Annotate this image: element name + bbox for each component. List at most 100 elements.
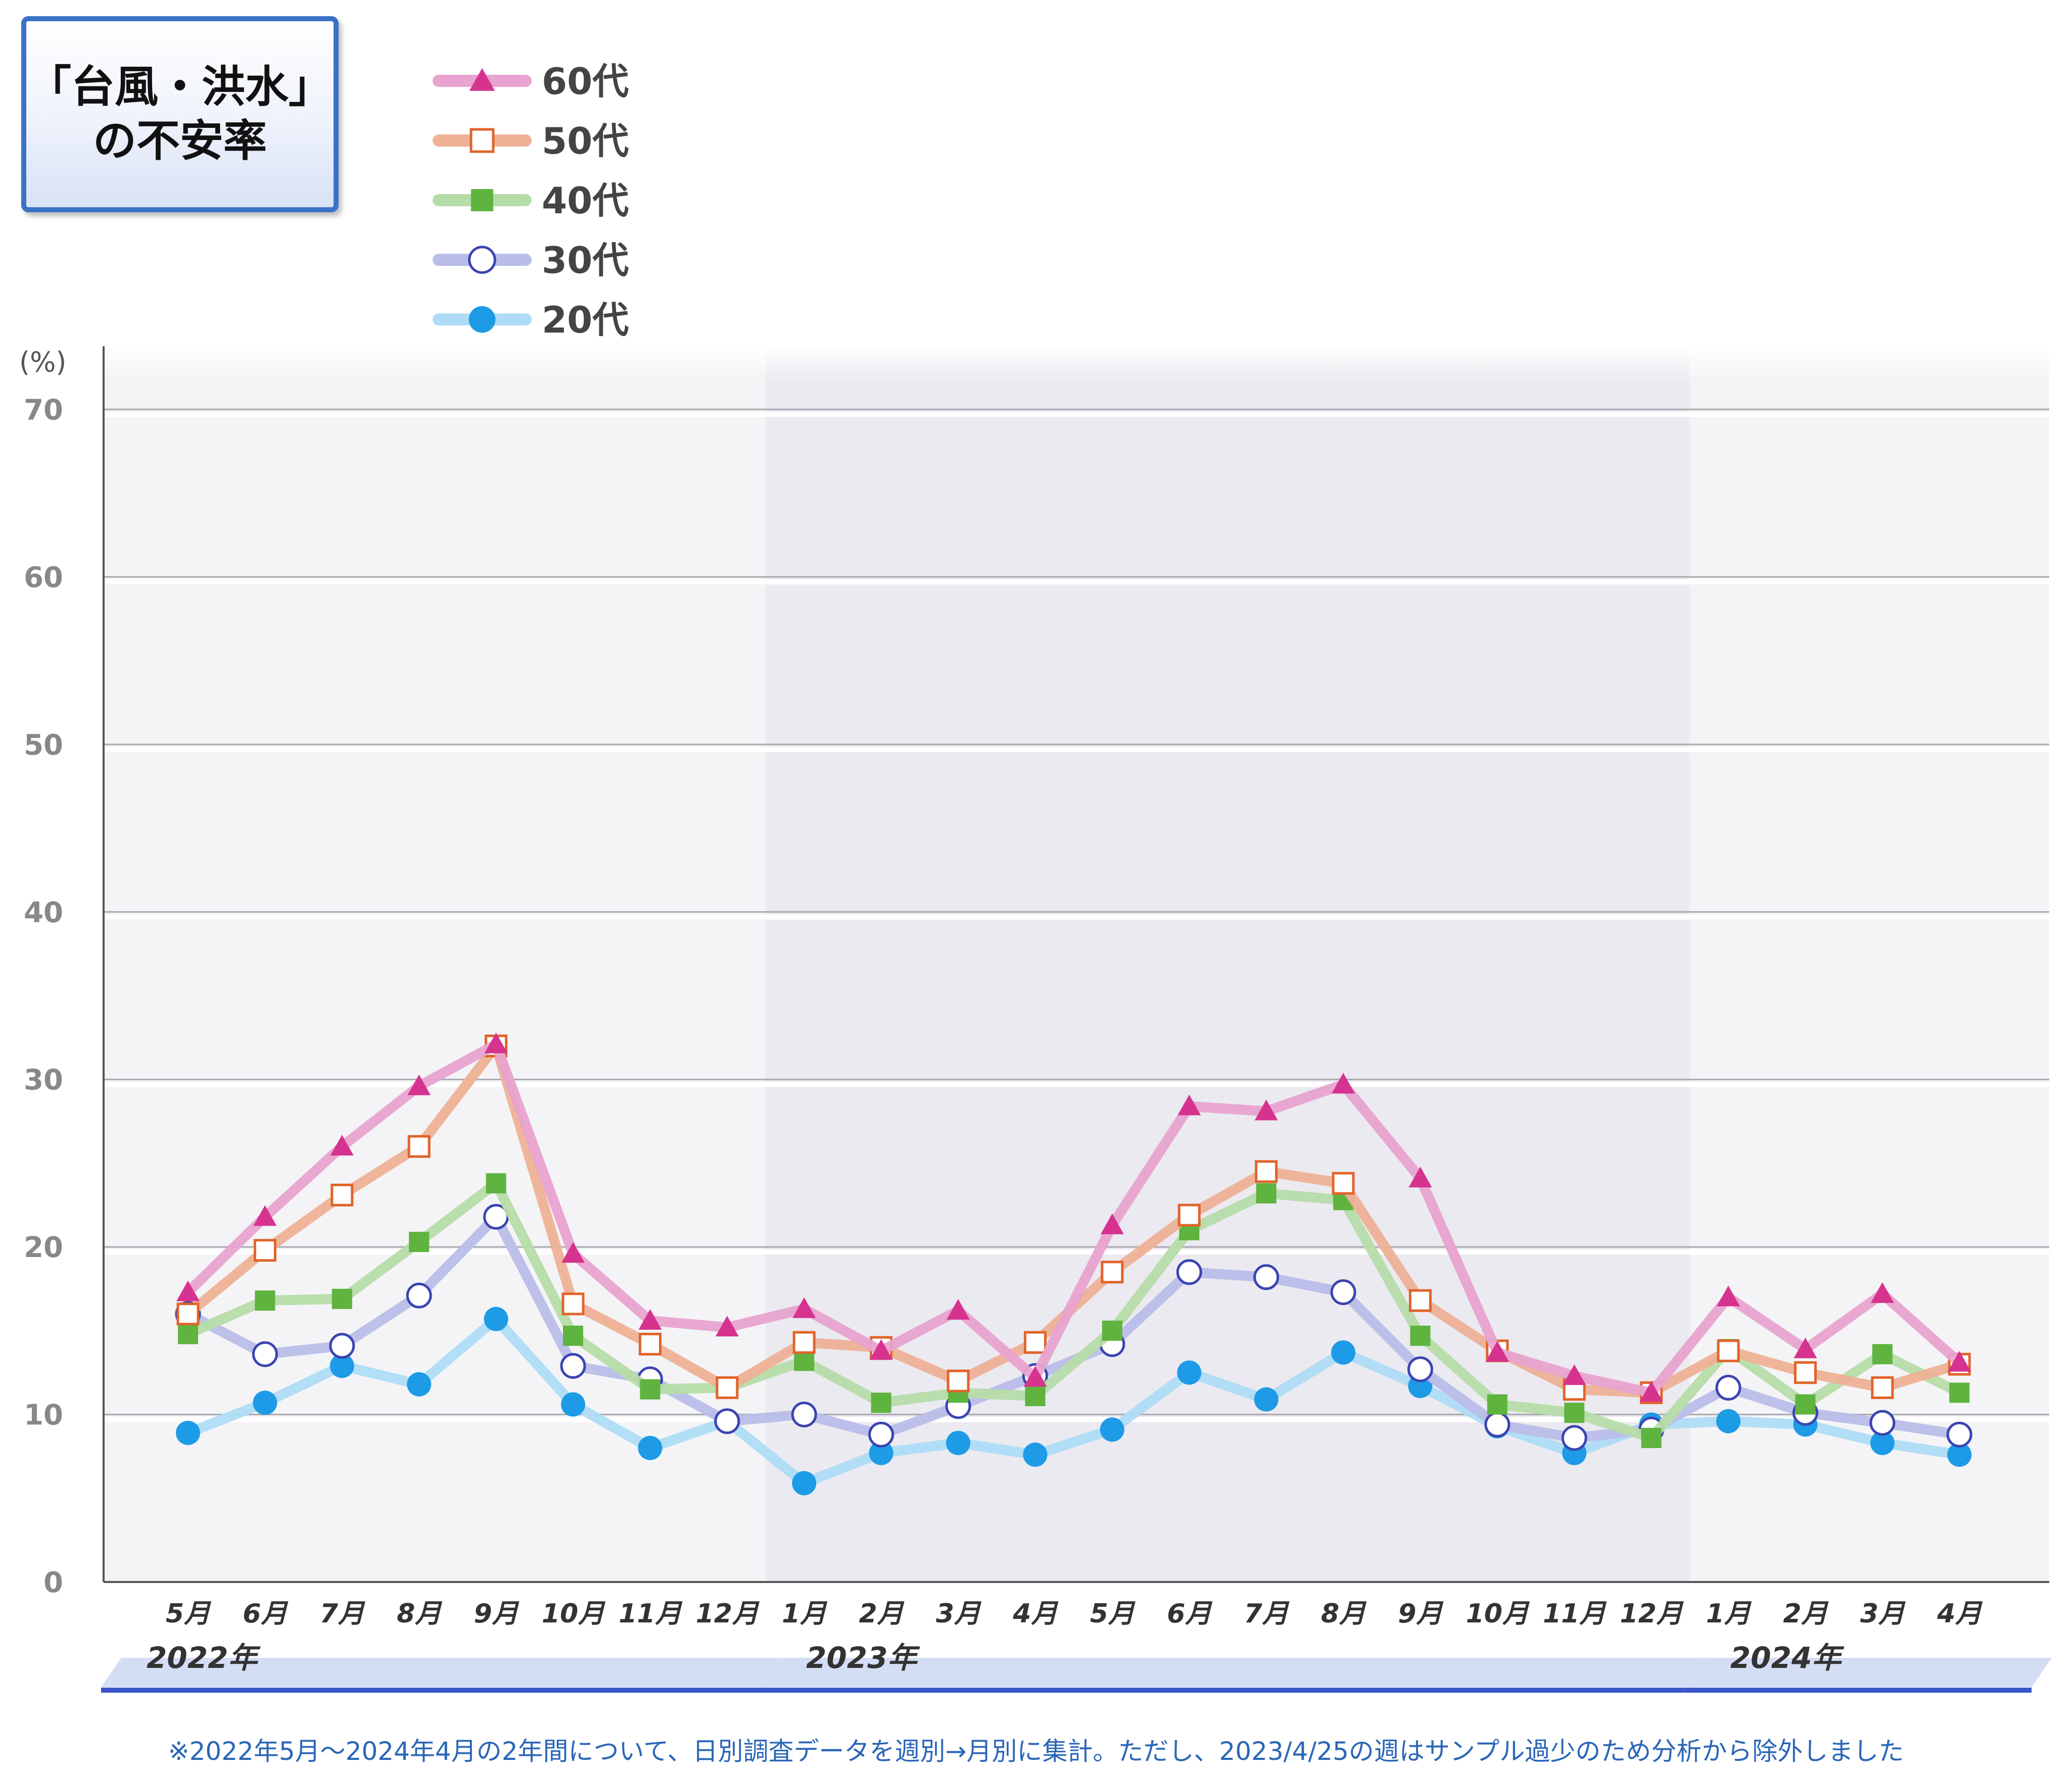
data-point (1102, 1320, 1122, 1341)
data-point (1407, 1356, 1433, 1382)
data-point (1330, 1279, 1356, 1306)
plot-top-fade (104, 346, 2049, 382)
chart-title-line2: の不安率 (93, 116, 267, 166)
data-point (792, 1297, 816, 1318)
data-point (1485, 1340, 1509, 1362)
x-tick-label: 5月 (166, 1599, 211, 1629)
data-point (1023, 1442, 1048, 1467)
data-point (947, 1299, 970, 1320)
legend-item-40代: 40代 (433, 179, 629, 222)
year-shade-band (766, 346, 1690, 1582)
data-point (1717, 1339, 1740, 1363)
x-tick-label: 10月 (542, 1599, 605, 1629)
x-tick-label: 9月 (474, 1599, 520, 1629)
chart-title-box: 「台風・洪水」 の不安率 (21, 16, 339, 212)
year-band: 2024年 (1684, 1641, 2052, 1693)
series-20代 (176, 1307, 1972, 1496)
data-point (176, 1280, 200, 1301)
data-point (253, 1205, 277, 1226)
data-point (253, 1239, 276, 1262)
data-point (1177, 1360, 1202, 1385)
data-point (1716, 1409, 1740, 1433)
data-point (1946, 1421, 1972, 1448)
y-tick-label: 70 (24, 394, 63, 427)
series-line (183, 1039, 1965, 1398)
y-axis-unit-label: (%) (19, 346, 66, 378)
data-point (1947, 1442, 1972, 1467)
data-point (1641, 1427, 1662, 1448)
series-60代 (176, 1033, 1971, 1402)
x-tick-label: 8月 (397, 1599, 442, 1629)
x-tick-label: 11月 (619, 1599, 682, 1629)
x-tick-label: 7月 (1244, 1599, 1290, 1629)
data-point (486, 1173, 506, 1194)
x-tick-label: 2月 (859, 1599, 905, 1629)
x-tick-label: 4月 (1937, 1599, 1983, 1629)
x-tick-label: 1月 (1706, 1599, 1752, 1629)
data-point (1870, 1282, 1894, 1303)
year-shade-band (104, 346, 766, 1582)
year-label: 2022年 (147, 1641, 261, 1675)
data-point (1795, 1394, 1816, 1415)
data-point (1254, 1387, 1279, 1412)
x-tick-label: 11月 (1543, 1599, 1607, 1629)
data-point (329, 1333, 355, 1359)
x-tick-label: 4月 (1012, 1599, 1058, 1629)
x-tick-label: 8月 (1321, 1599, 1367, 1629)
data-point (1101, 1261, 1124, 1284)
data-point (1484, 1411, 1511, 1437)
year-band-fill (1684, 1658, 2052, 1687)
data-point (252, 1341, 278, 1367)
data-point (1717, 1285, 1740, 1307)
x-tick-label: 3月 (1860, 1599, 1906, 1629)
data-point (640, 1379, 661, 1400)
data-point (255, 1290, 275, 1311)
data-point (1023, 1366, 1047, 1387)
legend-item-50代: 50代 (433, 120, 629, 162)
y-tick-label: 0 (43, 1566, 63, 1599)
x-tick-label: 2月 (1783, 1599, 1828, 1629)
data-point (1869, 1410, 1896, 1436)
data-point (946, 1430, 970, 1455)
y-tick-label: 60 (24, 561, 63, 594)
axes: 0 10 20 30 40 50 60 70 (%) 5月 6月 7月 8月 9月 10月 11月 12月 1月 2… (19, 346, 2049, 1629)
y-tick-label: 30 (24, 1064, 63, 1097)
legend-marker (471, 189, 493, 211)
data-point (1949, 1382, 1970, 1403)
series-40代 (178, 1173, 1970, 1448)
legend-label: 20代 (542, 299, 629, 341)
data-point (1254, 1099, 1278, 1121)
data-point (561, 1392, 585, 1417)
y-tick-label: 10 (24, 1399, 63, 1432)
data-point (869, 1339, 893, 1360)
legend: 60代 50代 40代 30代 20代 (433, 60, 629, 341)
data-point (331, 1183, 354, 1206)
legend-marker (469, 128, 495, 153)
legend-label: 60代 (542, 60, 629, 103)
data-point (484, 1033, 508, 1054)
data-point (176, 1421, 200, 1446)
x-tick-label: 3月 (936, 1599, 981, 1629)
data-point (1870, 1430, 1895, 1455)
data-point (330, 1135, 354, 1156)
data-point (407, 1372, 432, 1396)
data-point (407, 1135, 431, 1158)
legend-label: 30代 (542, 239, 629, 282)
data-point (794, 1351, 815, 1371)
year-bands: 2022年 2023年 2024年 (101, 1641, 2052, 1693)
data-point (407, 1074, 431, 1095)
x-tick-label: 1月 (782, 1599, 827, 1629)
x-tick-label: 7月 (320, 1599, 365, 1629)
data-point (1410, 1325, 1431, 1346)
data-point (716, 1376, 739, 1400)
data-point (406, 1282, 432, 1309)
data-point (638, 1435, 663, 1460)
data-point (1025, 1386, 1046, 1407)
y-tick-label: 40 (24, 896, 63, 929)
plot-background (104, 346, 2049, 1582)
x-tick-label: 10月 (1466, 1599, 1530, 1629)
data-point (1178, 1094, 1201, 1115)
data-point (563, 1325, 583, 1346)
footnote: ※2022年5月～2024年4月の2年間について、日別調査データを週別→月別に集… (168, 1737, 1904, 1766)
